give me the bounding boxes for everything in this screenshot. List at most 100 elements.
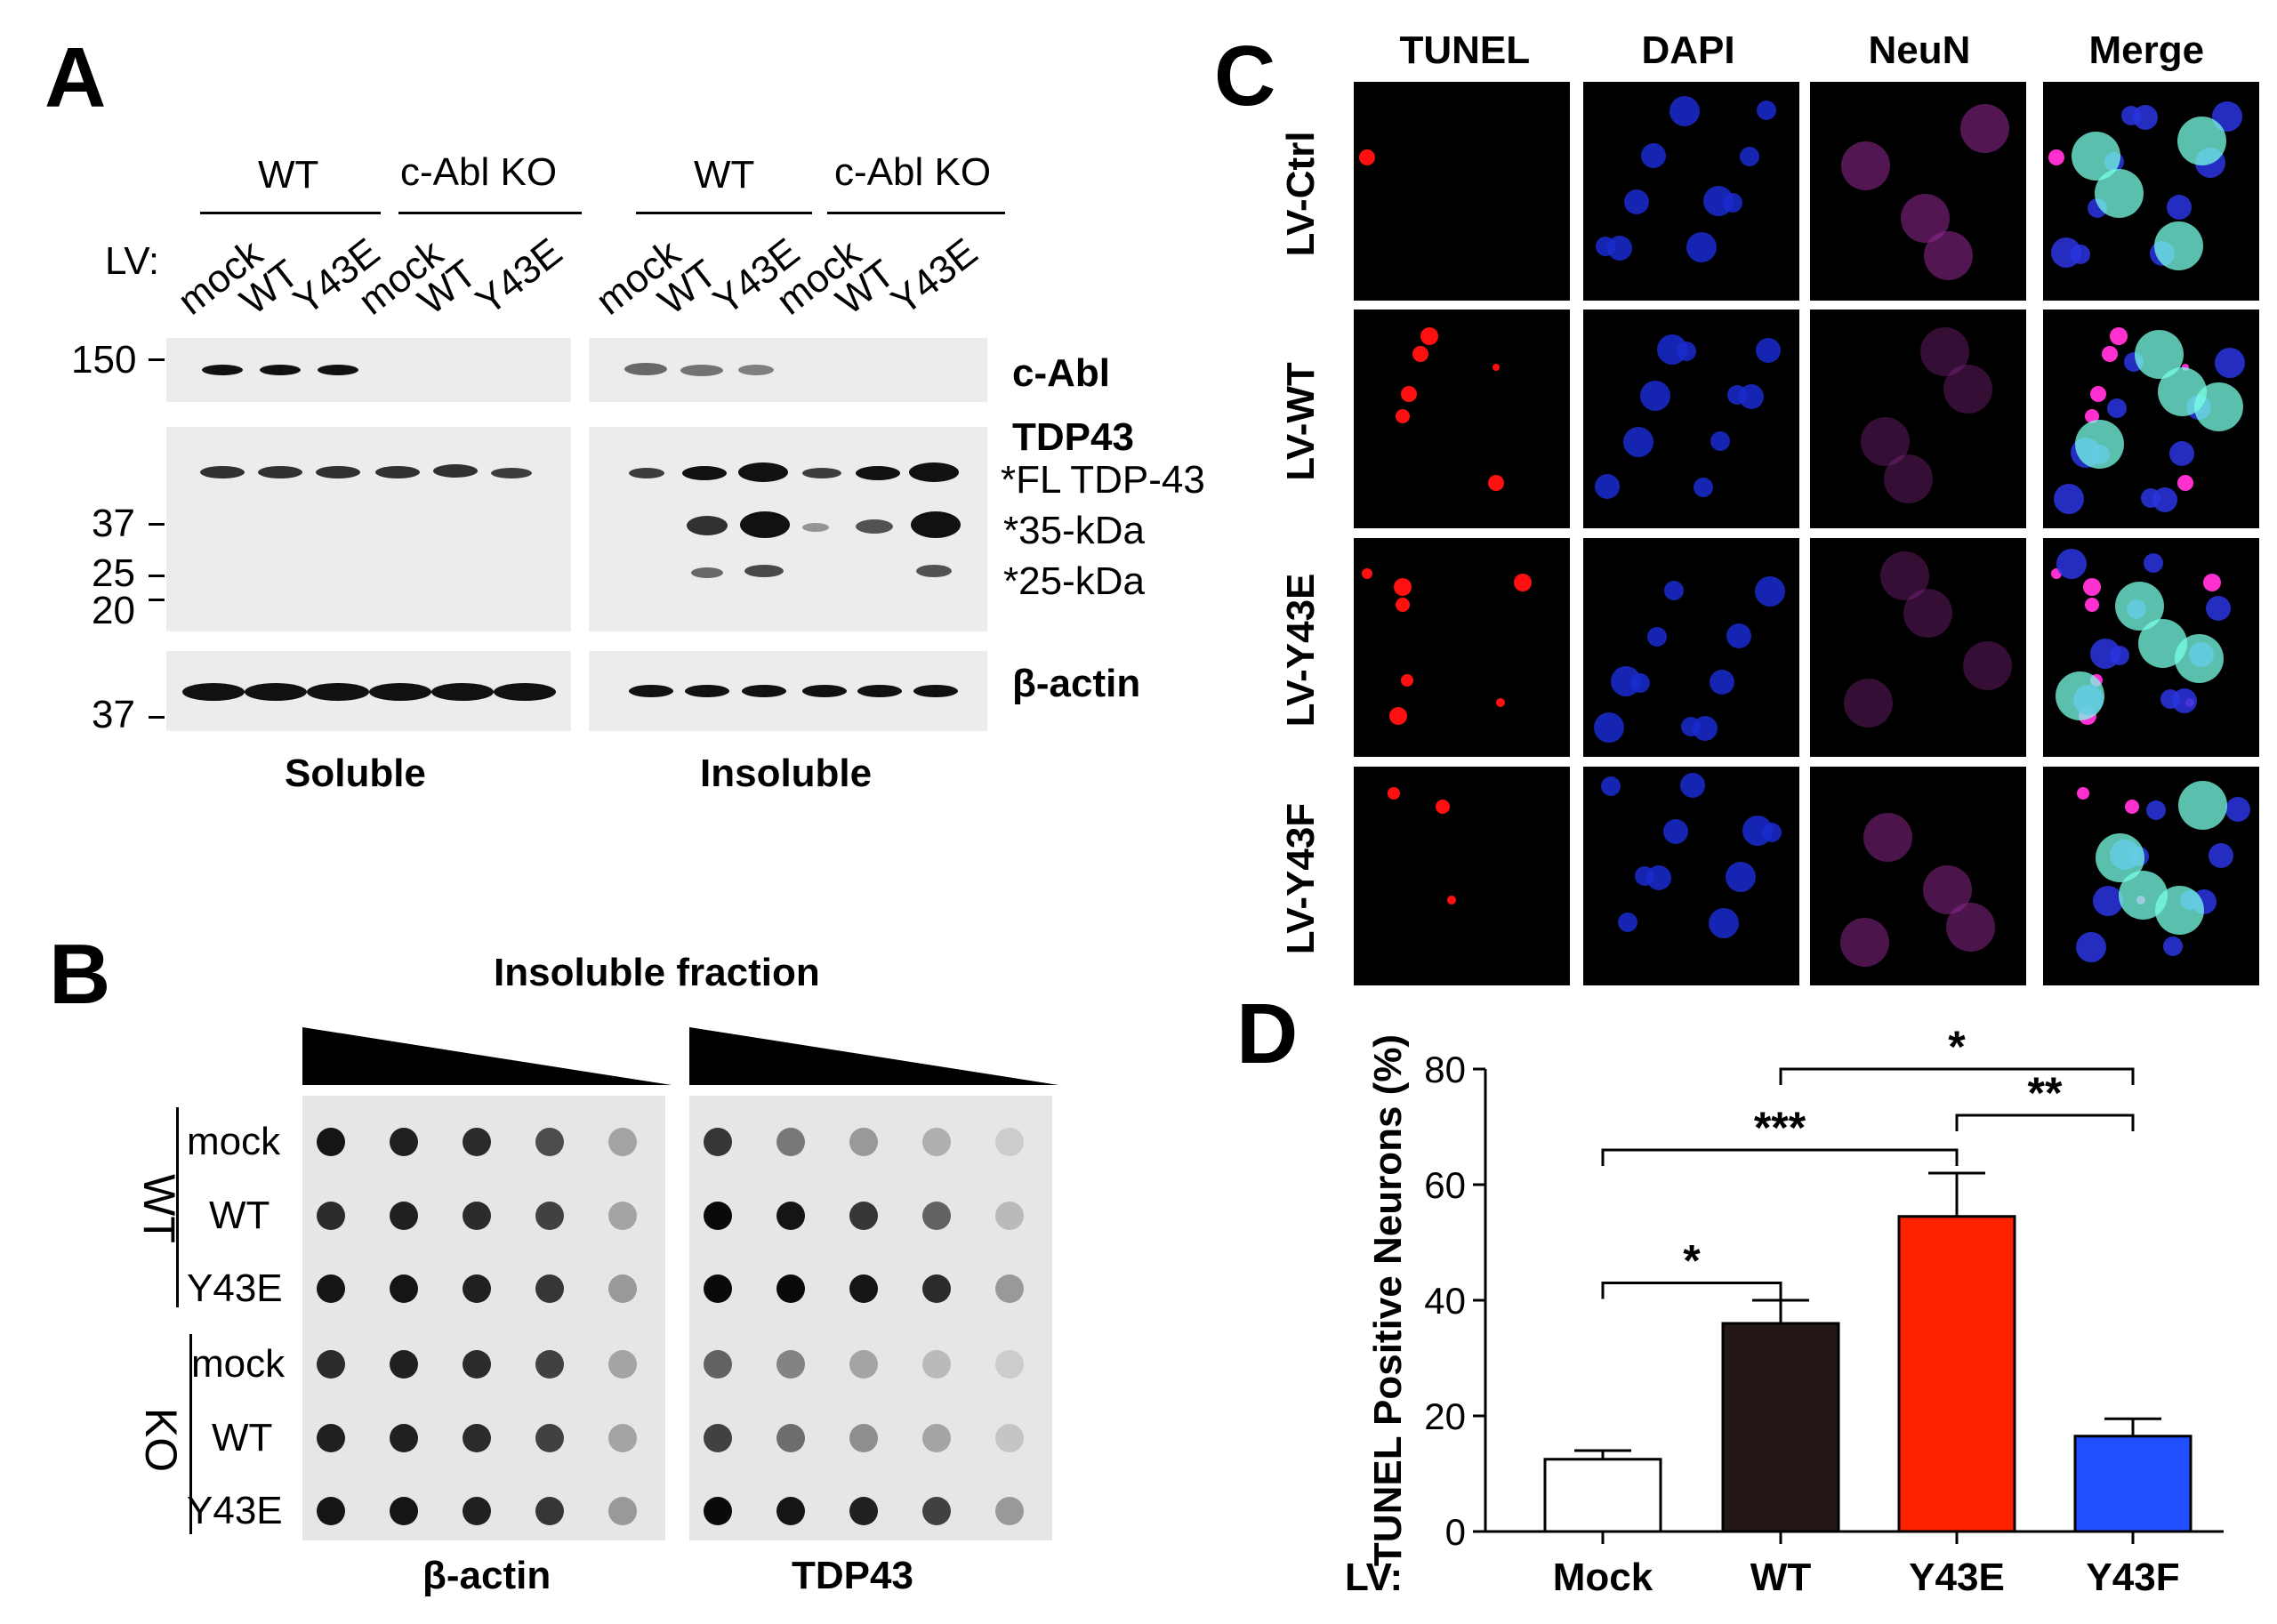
blot-cabl-insoluble <box>589 338 987 402</box>
channel-header: DAPI <box>1641 28 1735 72</box>
neun-soma <box>2177 780 2227 830</box>
mw-tick <box>149 599 165 601</box>
dapi-nucleus <box>1755 576 1785 607</box>
tunel-nucleus <box>1394 578 1412 596</box>
dotblot-row-label: Y43E <box>187 1489 283 1532</box>
tunel-nucleus <box>2102 346 2118 362</box>
tunel-nucleus <box>1488 475 1504 491</box>
dotblot-dot-tdp43 <box>922 1202 951 1230</box>
tunel-nucleus <box>1401 386 1417 402</box>
dapi-nucleus <box>1670 96 1700 126</box>
dotblot-dot-actin <box>317 1497 345 1525</box>
dapi-nucleus <box>2144 553 2163 573</box>
dapi-nucleus <box>1663 819 1688 844</box>
dotblot-dot-tdp43 <box>922 1497 951 1525</box>
condition-label: LV-Ctrl <box>1279 131 1323 257</box>
dotblot-dot-tdp43 <box>922 1128 951 1156</box>
group-header-ko-soluble: c-Abl KO <box>400 150 558 194</box>
dotblot-dot-tdp43 <box>995 1128 1024 1156</box>
dotblot-dot-actin <box>463 1350 491 1379</box>
neun-soma <box>1860 416 1910 466</box>
neun-soma <box>2134 329 2184 379</box>
dotblot-dot-actin <box>608 1350 637 1379</box>
x-tick-label: WT <box>1750 1556 1812 1599</box>
dapi-nucleus <box>2090 639 2120 669</box>
micrograph-dapi <box>1583 82 1799 301</box>
dapi-nucleus <box>1680 773 1705 798</box>
dotblot-dot-tdp43 <box>922 1424 951 1452</box>
x-tick-label: Mock <box>1553 1556 1653 1599</box>
group-bracket-wt <box>176 1107 179 1307</box>
dotblot-dot-tdp43 <box>776 1128 805 1156</box>
dapi-nucleus <box>2167 195 2192 220</box>
neun-soma <box>2154 885 2204 935</box>
tunel-nucleus <box>1362 568 1372 579</box>
neun-soma <box>2055 671 2104 720</box>
micrograph-dapi <box>1583 767 1799 985</box>
dotblot-dot-actin <box>608 1424 637 1452</box>
dotblot-dot-actin <box>390 1424 418 1452</box>
tunel-nucleus <box>1401 674 1413 687</box>
tunel-nucleus <box>2203 574 2221 591</box>
significance-marker: * <box>1948 1023 1966 1072</box>
mw-tick <box>149 358 165 361</box>
panel-b-label: B <box>49 927 111 1022</box>
dotblot-dot-actin <box>317 1350 345 1379</box>
micrograph-dapi <box>1583 310 1799 528</box>
dotblot-dot-tdp43 <box>776 1274 805 1303</box>
bar-wt <box>1721 1322 1840 1533</box>
significance-bracket <box>1955 1113 2135 1131</box>
dotblot-dot-tdp43 <box>704 1350 732 1379</box>
dapi-nucleus <box>1726 623 1751 648</box>
dotblot-dot-actin <box>608 1497 637 1525</box>
mw-marker: 37 <box>92 693 135 736</box>
dotblot-col-actin: β-actin <box>422 1554 551 1597</box>
dotblot-dot-actin <box>535 1424 564 1452</box>
condition-label: LV-Y43E <box>1279 573 1323 728</box>
micrograph-neun <box>1810 767 2026 985</box>
group-header-ko-insoluble: c-Abl KO <box>834 150 992 194</box>
dotblot-dot-tdp43 <box>849 1274 878 1303</box>
dapi-nucleus <box>1635 866 1654 886</box>
micrograph-tunel <box>1354 82 1570 301</box>
significance-marker: * <box>1683 1236 1701 1286</box>
blot-label-actin: β-actin <box>1012 662 1141 705</box>
dapi-nucleus <box>2225 797 2250 822</box>
bar-chart: 0 20 40 60 80 TUNEL Positive Neurons (%) Mock W… <box>1345 1023 2224 1599</box>
neun-soma <box>1840 141 1890 190</box>
group-line <box>398 212 582 214</box>
tunel-nucleus <box>1493 364 1500 371</box>
blot-actin-soluble <box>166 651 571 731</box>
dapi-nucleus <box>1595 474 1620 499</box>
dapi-nucleus <box>2146 800 2166 820</box>
dotblot-dot-tdp43 <box>849 1350 878 1379</box>
dotblot-dot-tdp43 <box>704 1424 732 1452</box>
bar-y43e <box>1897 1215 2016 1533</box>
dapi-nucleus <box>2056 549 2087 579</box>
y-tick-label: 60 <box>1424 1164 1466 1206</box>
micrograph-merge <box>2043 767 2259 985</box>
micrograph-neun <box>1810 82 2026 301</box>
dapi-nucleus <box>1727 385 1747 405</box>
dapi-nucleus <box>1703 186 1734 216</box>
dotblot-dot-tdp43 <box>776 1202 805 1230</box>
neun-soma <box>1863 812 1912 862</box>
channel-header: Merge <box>2088 28 2205 72</box>
dapi-nucleus <box>1710 670 1734 695</box>
group-bracket-ko <box>189 1334 192 1534</box>
dapi-nucleus <box>1624 189 1649 214</box>
dotblot-dot-tdp43 <box>995 1350 1024 1379</box>
dotblot-dot-actin <box>535 1350 564 1379</box>
blot-actin-insoluble <box>589 651 987 731</box>
tunel-nucleus <box>1514 574 1532 591</box>
neun-soma <box>1839 917 1889 967</box>
dapi-nucleus <box>2160 689 2180 709</box>
dotblot-dot-actin <box>390 1350 418 1379</box>
tunel-nucleus <box>1496 698 1505 707</box>
dilution-wedge-right <box>689 1027 1058 1085</box>
dapi-nucleus <box>2141 488 2160 508</box>
blot-label-fl: *FL TDP-43 <box>1001 458 1205 502</box>
dotblot-dot-actin <box>608 1202 637 1230</box>
tunel-nucleus <box>2177 475 2193 491</box>
dotblot-dot-actin <box>390 1497 418 1525</box>
